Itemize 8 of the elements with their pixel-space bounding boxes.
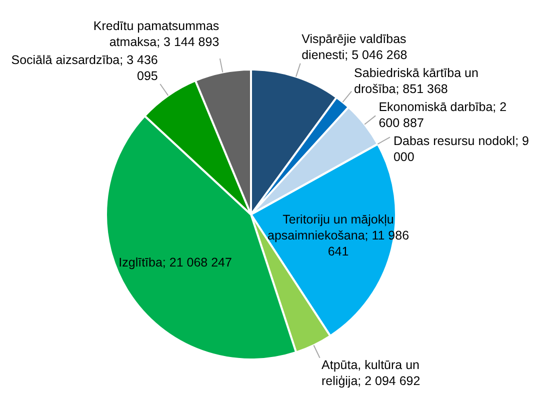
slice-label: Vispārējie valdības dienesti; 5 046 268	[302, 32, 408, 62]
slice-label: Izglītība; 21 068 247	[118, 255, 232, 270]
slice-label: Kredītu pamatsummas atmaksa; 3 144 893	[93, 19, 220, 50]
slice-label: Sabiedriskā kārtība un drošība; 851 368	[354, 66, 478, 96]
slice-label: Atpūta, kultūra un reliģija; 2 094 692	[322, 358, 420, 388]
slice-label: Sociālā aizsardzība; 3 436 095	[11, 53, 158, 84]
slice-label: Ekonomiskā darbība; 2 600 887	[378, 100, 507, 130]
slice-label: Dabas resursu nodokl; 9 000	[393, 134, 530, 164]
